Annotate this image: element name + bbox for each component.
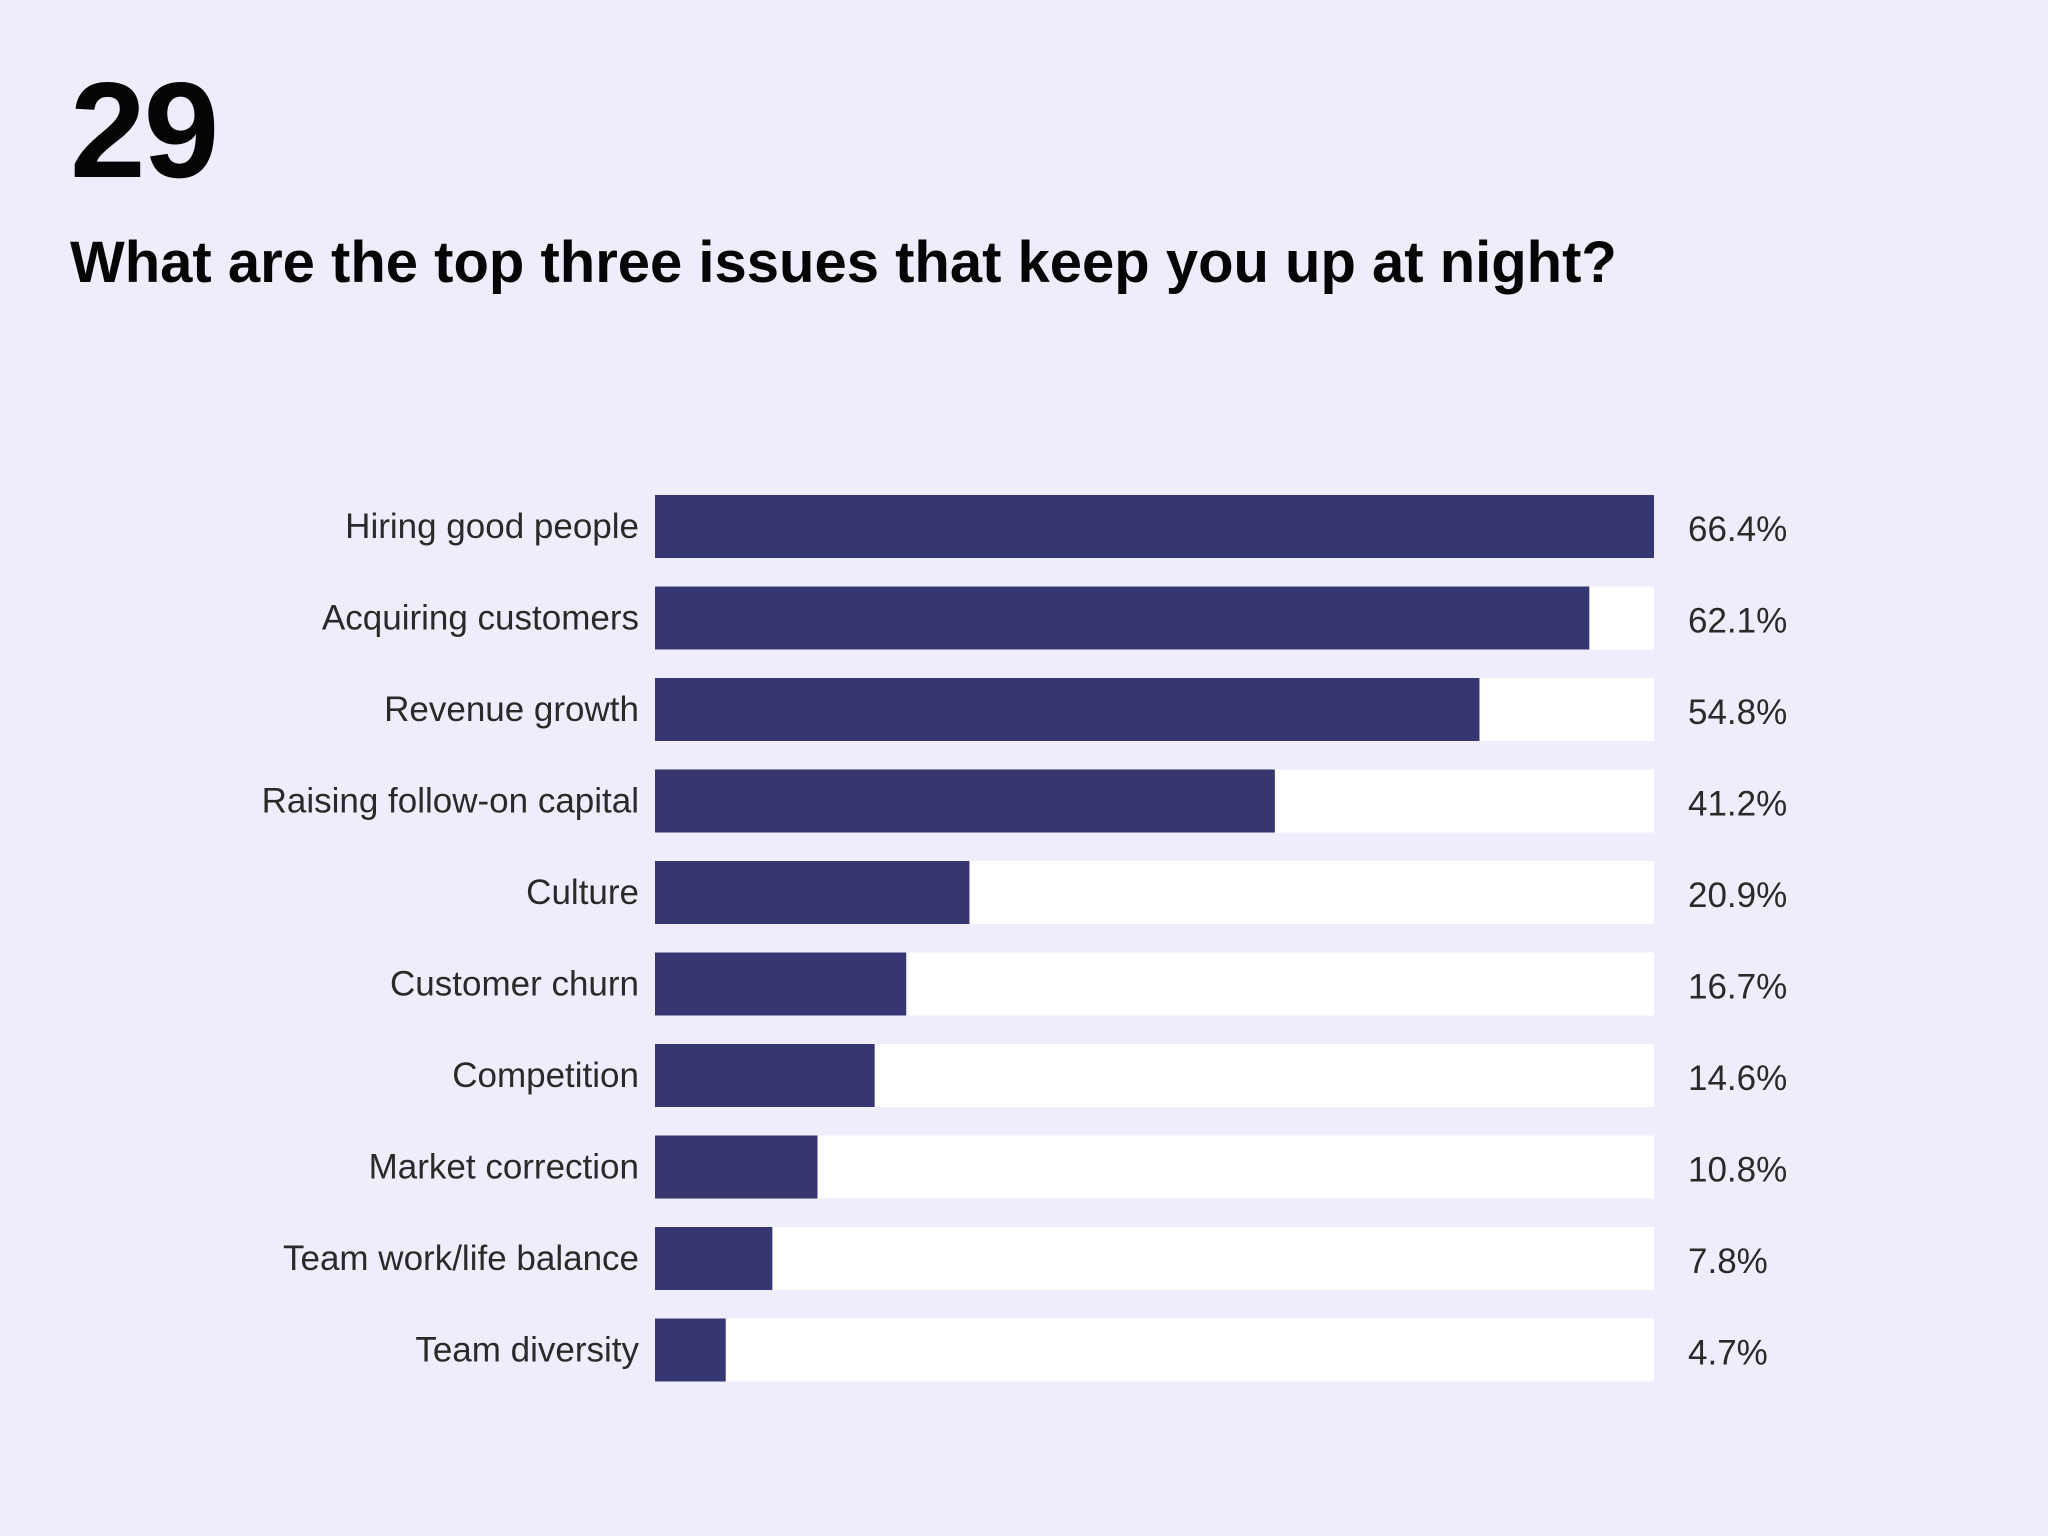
value-label: 41.2% xyxy=(1688,785,1787,824)
bar xyxy=(655,495,1654,558)
bar xyxy=(655,1227,773,1290)
value-label: 16.7% xyxy=(1688,968,1787,1007)
category-label: Acquiring customers xyxy=(322,599,639,638)
bar xyxy=(655,1318,726,1382)
value-label: 7.8% xyxy=(1688,1242,1768,1281)
category-label: Customer churn xyxy=(390,965,639,1004)
slide-title: What are the top three issues that keep … xyxy=(70,230,1617,295)
bar-track xyxy=(655,1135,1654,1199)
bar xyxy=(655,1044,875,1107)
value-label: 54.8% xyxy=(1688,693,1787,732)
value-label: 20.9% xyxy=(1688,876,1787,915)
bar-track xyxy=(655,1318,1654,1382)
bar-track xyxy=(655,1227,1654,1290)
category-label: Team diversity xyxy=(415,1331,639,1370)
value-label: 62.1% xyxy=(1688,602,1787,641)
value-label: 4.7% xyxy=(1688,1334,1768,1373)
bar xyxy=(655,586,1590,650)
category-label: Raising follow-on capital xyxy=(262,782,639,821)
bar xyxy=(655,952,907,1016)
category-label: Hiring good people xyxy=(345,507,639,546)
value-label: 66.4% xyxy=(1688,510,1787,549)
category-label: Market correction xyxy=(369,1148,639,1187)
value-label: 14.6% xyxy=(1688,1059,1787,1098)
value-label: 10.8% xyxy=(1688,1151,1787,1190)
category-label: Team work/life balance xyxy=(283,1239,639,1278)
slide-number: 29 xyxy=(70,54,219,206)
category-label: Revenue growth xyxy=(384,690,639,729)
category-label: Competition xyxy=(452,1056,639,1095)
bar xyxy=(655,1135,818,1199)
category-label: Culture xyxy=(526,873,639,912)
bar xyxy=(655,769,1275,833)
bar xyxy=(655,678,1480,741)
bar xyxy=(655,861,970,924)
